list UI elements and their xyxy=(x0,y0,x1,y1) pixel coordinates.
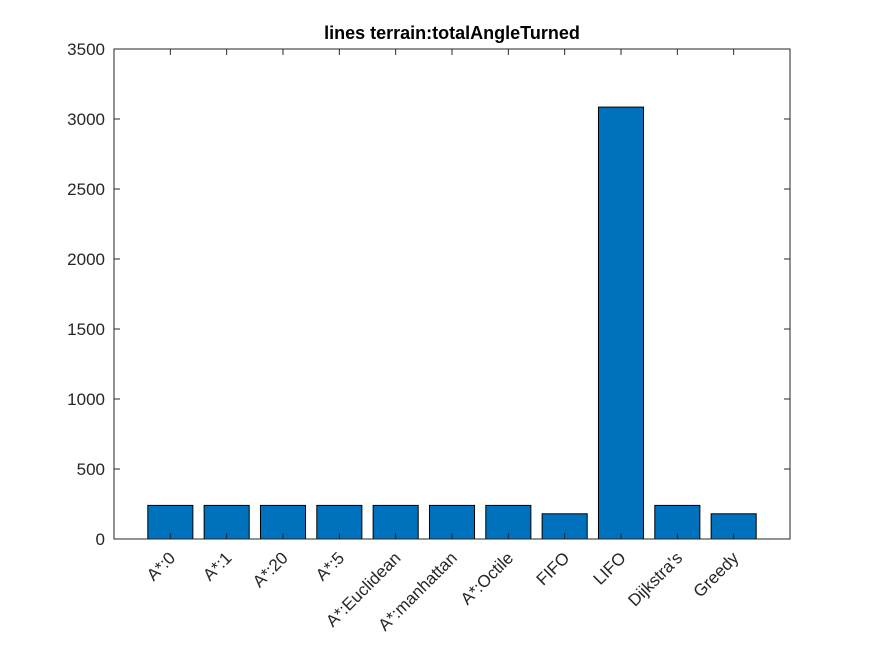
y-tick-label: 1000 xyxy=(67,390,105,409)
y-tick-label: 3500 xyxy=(67,40,105,59)
y-tick-label: 3000 xyxy=(67,110,105,129)
y-tick-label: 0 xyxy=(96,530,105,549)
y-tick-label: 1500 xyxy=(67,320,105,339)
chart-title: lines terrain:totalAngleTurned xyxy=(324,23,580,43)
bars-group xyxy=(147,106,757,540)
axes-box xyxy=(113,48,791,540)
y-tick-label: 2000 xyxy=(67,250,105,269)
y-axis: 0 500 1000 1500 2000 2500 3000 3500 xyxy=(67,40,790,549)
y-tick-label: 2500 xyxy=(67,180,105,199)
y-tick-label: 500 xyxy=(77,460,105,479)
bar xyxy=(597,106,645,540)
